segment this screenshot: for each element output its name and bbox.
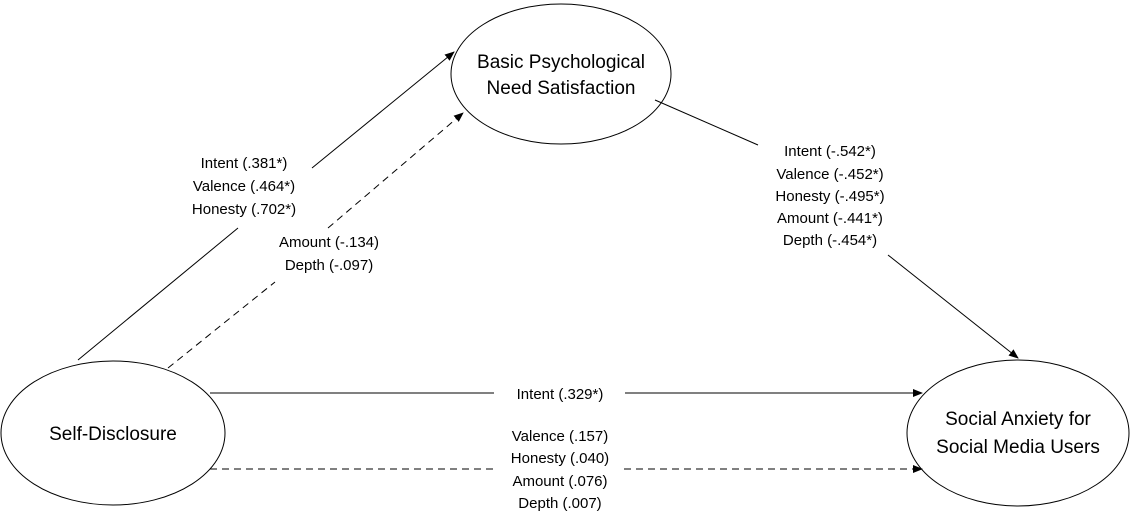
sd-sa-nonsig-label-4: Depth (.007): [518, 495, 601, 512]
bpns-sa-arrow-lower: [887, 254, 1019, 359]
bpns-sa-label-5: Depth (-.454*): [783, 232, 877, 249]
sd-bpns-nonsig-label-1: Amount (-.134): [279, 234, 379, 251]
self-disclosure-node: [0, 360, 226, 506]
sd-bpns-sig-label-3: Honesty (.702*): [192, 201, 296, 218]
bpns-label-line2: Need Satisfaction: [487, 78, 636, 99]
sd-sa-nonsig-label-2: Honesty (.040): [511, 450, 609, 467]
sd-bpns-solid-arrow-upper: [311, 51, 455, 169]
bpns-sa-label-3: Honesty (-.495*): [775, 188, 884, 205]
social-anxiety-node: [906, 359, 1130, 507]
self-disclosure-label: Self-Disclosure: [49, 424, 177, 445]
bpns-label-line1: Basic Psychological: [477, 52, 645, 73]
sd-sa-nonsig-label-3: Amount (.076): [512, 473, 607, 490]
sd-bpns-nonsig-label-2: Depth (-.097): [285, 257, 373, 274]
sd-bpns-sig-label-1: Intent (.381*): [201, 155, 288, 172]
social-anxiety-label-line1: Social Anxiety for: [945, 409, 1091, 430]
sd-bpns-dashed-arrow-lower: [167, 281, 276, 369]
social-anxiety-label-line2: Social Media Users: [936, 437, 1100, 458]
bpns-sa-label-1: Intent (-.542*): [784, 143, 876, 160]
bpns-sa-arrow-upper: [654, 99, 759, 146]
sd-bpns-solid-arrow-lower: [77, 227, 239, 361]
sd-bpns-dashed-arrow-upper: [327, 112, 464, 229]
sd-sa-nonsig-label-1: Valence (.157): [512, 428, 608, 445]
bpns-node: [450, 3, 672, 145]
sd-bpns-sig-label-2: Valence (.464*): [193, 178, 295, 195]
sd-sa-sig-label-1: Intent (.329*): [517, 386, 604, 403]
bpns-sa-label-2: Valence (-.452*): [776, 166, 883, 183]
bpns-sa-label-4: Amount (-.441*): [777, 210, 883, 227]
